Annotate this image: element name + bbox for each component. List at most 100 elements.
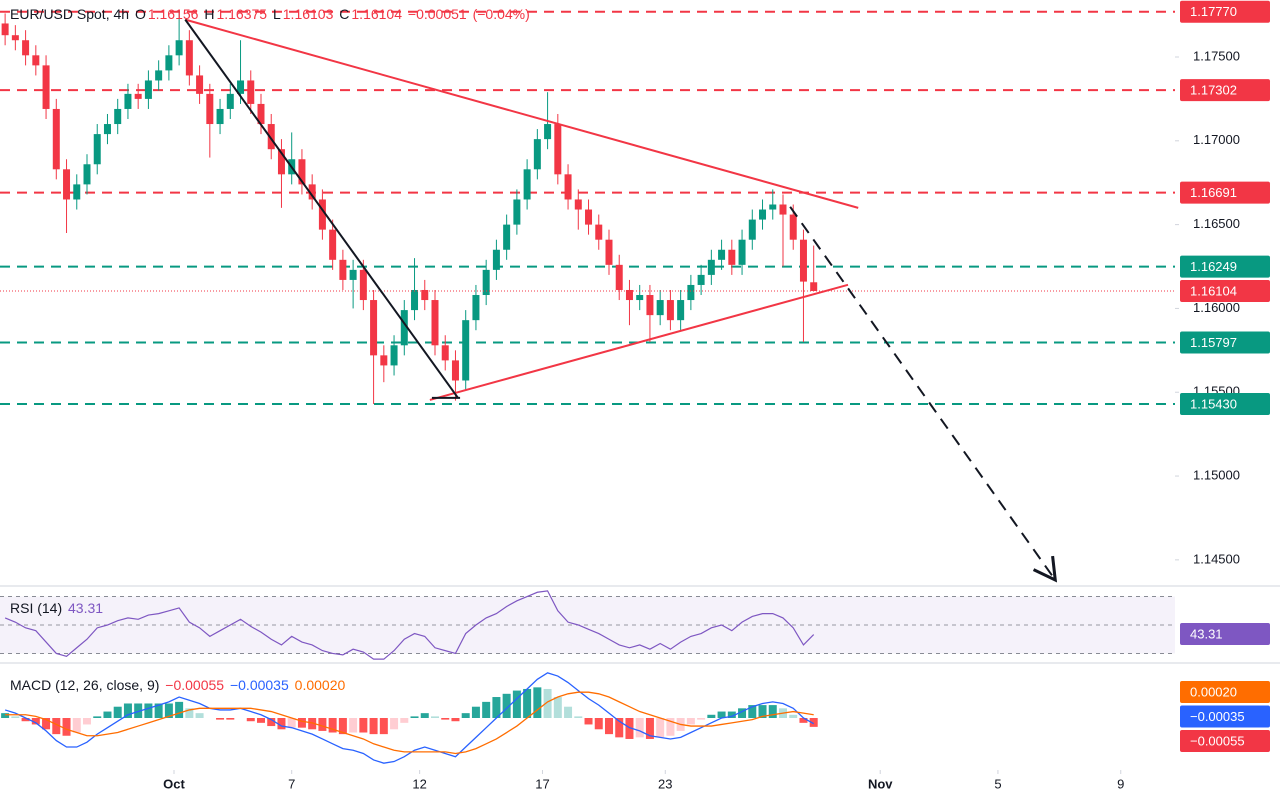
macd-histogram-bar	[123, 703, 132, 718]
price-header: EUR/USD Spot, 4h O 1.16156 H 1.16375 L 1.16…	[10, 6, 532, 22]
candle-body	[339, 259, 347, 280]
macd-histogram-bar	[369, 718, 378, 735]
x-tick-label: 12	[412, 776, 426, 791]
candle-body	[564, 174, 572, 200]
candle-body	[472, 295, 480, 321]
candle-body	[810, 282, 818, 291]
candle-body	[155, 70, 163, 81]
candle-body	[32, 55, 40, 66]
candle-body	[523, 169, 531, 200]
macd-histogram-bar	[154, 703, 163, 718]
macd-histogram-bar	[185, 708, 194, 718]
macd-histogram-bar	[809, 718, 818, 727]
candle-body	[585, 209, 593, 225]
candle-body	[144, 80, 152, 99]
y-tick-label: 1.16500	[1193, 216, 1240, 231]
ohlc-key: C	[339, 6, 350, 22]
candle-body	[237, 80, 245, 94]
candle-body	[666, 300, 674, 321]
candle-body	[748, 219, 756, 240]
candle-body	[595, 224, 603, 240]
level-label: 1.17770	[1190, 4, 1237, 19]
macd-histogram-bar	[758, 705, 767, 718]
candle-body	[175, 40, 183, 56]
candle-body	[482, 269, 490, 296]
rsi-label: 43.31	[1190, 626, 1223, 641]
level-label-box	[1180, 79, 1270, 102]
candle-body	[503, 224, 511, 250]
macd-histogram-bar	[93, 716, 102, 718]
macd-histogram-bar	[768, 705, 777, 718]
level-label-box	[1180, 255, 1270, 278]
trend-line	[184, 19, 459, 399]
macd-histogram-bar	[62, 718, 71, 736]
macd-histogram-bar	[799, 718, 808, 723]
candle-body	[298, 159, 306, 185]
candle-body	[554, 124, 562, 175]
macd-histogram-bar	[635, 718, 644, 738]
rsi-label-box	[1180, 623, 1270, 645]
macd-histogram-bar	[717, 711, 726, 718]
level-label: 1.16691	[1190, 185, 1237, 200]
change-pct: (−0.04%)	[472, 6, 530, 22]
candle-body	[779, 204, 787, 215]
macd-histogram-bar	[277, 718, 286, 730]
candle-body	[411, 289, 419, 311]
macd-histogram-bar	[113, 706, 122, 718]
candle-body	[677, 300, 685, 321]
candle-body	[329, 229, 337, 260]
candle-body	[636, 295, 644, 301]
macd-histogram-bar	[328, 718, 337, 733]
open-value: 1.16156	[147, 6, 199, 22]
candle-body	[451, 360, 459, 381]
macd-value: −0.00035	[229, 677, 289, 693]
macd-histogram-bar	[256, 718, 265, 723]
level-label-box	[1180, 392, 1270, 415]
candle-body	[216, 108, 224, 125]
close-value: 1.16104	[351, 6, 402, 22]
ohlc-key: L	[272, 6, 281, 22]
macd-histogram-bar	[359, 718, 368, 733]
trend-line	[789, 206, 1058, 583]
macd-line	[5, 691, 814, 755]
macd-line	[4, 672, 815, 764]
candle-body	[308, 184, 316, 200]
macd-histogram-bar	[195, 713, 204, 718]
macd-histogram-bar	[390, 718, 399, 730]
macd-histogram-bar	[338, 718, 347, 735]
macd-histogram-bar	[748, 705, 757, 718]
macd-header: MACD (12, 26, close, 9) −0.00055 −0.0003…	[10, 677, 347, 693]
current-price-label-box	[1180, 279, 1270, 302]
x-tick-label: 23	[658, 776, 672, 791]
candle-body	[277, 149, 285, 175]
candle-body	[165, 55, 173, 71]
macd-histogram-bar	[727, 711, 736, 718]
candle-body	[103, 124, 111, 135]
candle-body	[196, 75, 204, 94]
candle-body	[22, 40, 30, 56]
candle-body	[759, 209, 767, 220]
candle-body	[267, 124, 275, 150]
candle-body	[93, 134, 101, 165]
level-label-box	[1180, 0, 1270, 23]
macd-label: 0.00020	[1190, 684, 1237, 699]
candle-body	[185, 40, 193, 76]
y-tick-label: 1.17500	[1193, 48, 1240, 63]
candle-body	[462, 320, 470, 381]
candle-body	[697, 274, 705, 285]
hist-value: −0.00055	[165, 677, 225, 693]
macd-histogram-bar	[82, 718, 91, 725]
y-tick-label: 1.15000	[1193, 467, 1240, 482]
candle-body	[533, 139, 541, 170]
candle-body	[370, 300, 378, 356]
macd-histogram-bar	[72, 718, 81, 733]
macd-histogram-bar	[308, 718, 317, 730]
candle-body	[257, 103, 265, 125]
candle-body	[42, 65, 50, 109]
candle-body	[656, 300, 664, 316]
macd-histogram-bar	[216, 718, 225, 720]
level-label: 1.15797	[1190, 335, 1237, 350]
macd-histogram-bar	[267, 718, 276, 727]
